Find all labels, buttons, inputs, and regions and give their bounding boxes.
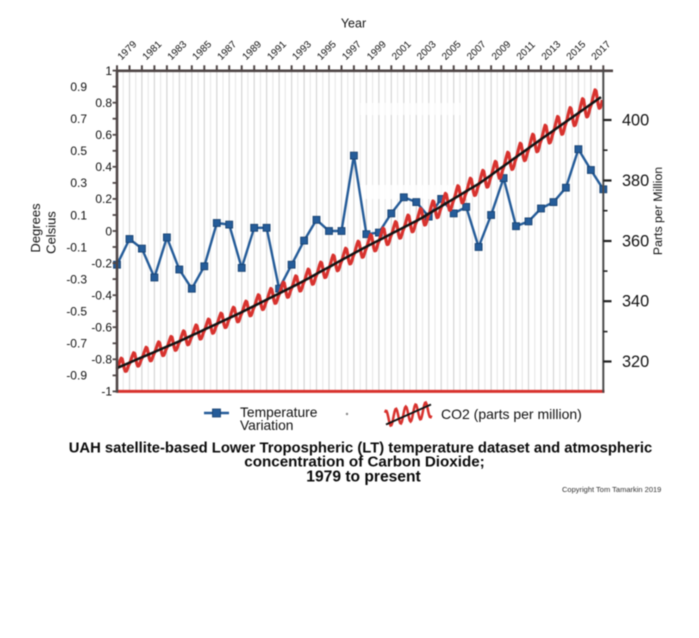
svg-text:Celsius: Celsius bbox=[44, 211, 59, 254]
svg-text:0.1: 0.1 bbox=[70, 208, 87, 222]
svg-text:-0.3: -0.3 bbox=[66, 272, 87, 286]
svg-text:CO2 (parts per million): CO2 (parts per million) bbox=[441, 406, 582, 422]
svg-text:320: 320 bbox=[622, 353, 649, 371]
svg-text:0.4: 0.4 bbox=[95, 160, 112, 174]
svg-text:-1: -1 bbox=[101, 385, 112, 399]
svg-text:0.2: 0.2 bbox=[95, 192, 112, 206]
svg-text:-0.7: -0.7 bbox=[66, 337, 87, 351]
svg-text:-0.5: -0.5 bbox=[66, 305, 87, 319]
svg-text:1: 1 bbox=[105, 64, 112, 78]
svg-text:0.5: 0.5 bbox=[70, 144, 87, 158]
svg-text:0.3: 0.3 bbox=[70, 176, 87, 190]
svg-text:1979 to present: 1979 to present bbox=[306, 468, 420, 485]
svg-text:-0.4: -0.4 bbox=[91, 289, 112, 303]
svg-text:360: 360 bbox=[622, 233, 649, 251]
svg-text:340: 340 bbox=[622, 293, 649, 311]
svg-text:Degrees: Degrees bbox=[28, 203, 43, 253]
svg-text:Copyright Tom Tamarkin 2019: Copyright Tom Tamarkin 2019 bbox=[562, 485, 661, 494]
svg-text:-0.1: -0.1 bbox=[66, 240, 87, 254]
svg-text:UAH satellite-based Lower Trop: UAH satellite-based Lower Tropospheric (… bbox=[69, 441, 653, 457]
svg-text:400: 400 bbox=[622, 112, 649, 130]
svg-text:0.9: 0.9 bbox=[70, 80, 87, 94]
svg-text:0.8: 0.8 bbox=[95, 96, 112, 110]
svg-text:Temperature: Temperature bbox=[240, 405, 318, 420]
svg-text:0.7: 0.7 bbox=[70, 112, 87, 126]
svg-text:Parts per Million: Parts per Million bbox=[651, 167, 665, 255]
svg-text:Year: Year bbox=[341, 17, 366, 31]
svg-text:0.6: 0.6 bbox=[95, 128, 112, 142]
svg-text:-0.6: -0.6 bbox=[91, 321, 112, 335]
svg-text:380: 380 bbox=[622, 172, 649, 190]
svg-text:concentration of Carbon Dioxid: concentration of Carbon Dioxide; bbox=[244, 454, 484, 471]
svg-text:-0.8: -0.8 bbox=[91, 353, 112, 367]
svg-text:-0.2: -0.2 bbox=[91, 256, 112, 270]
svg-text:0: 0 bbox=[105, 224, 112, 238]
svg-text:-0.9: -0.9 bbox=[66, 369, 87, 383]
svg-text:Variation: Variation bbox=[240, 418, 293, 433]
